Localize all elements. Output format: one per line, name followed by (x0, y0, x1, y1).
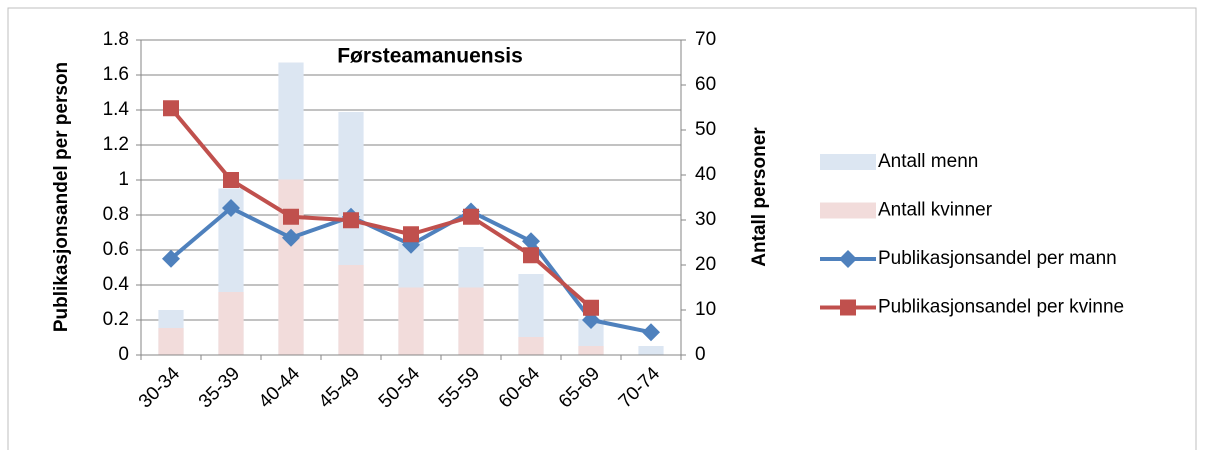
bar (458, 287, 484, 355)
x-tick-label: 70-74 (615, 363, 665, 413)
legend-label: Publikasjonsandel per mann (878, 248, 1117, 269)
y-tick-label: 1 (118, 169, 129, 190)
line-marker (282, 228, 300, 247)
line-marker (403, 226, 419, 243)
x-tick-label: 60-64 (495, 363, 545, 413)
line-marker (223, 172, 239, 188)
line-marker (163, 100, 179, 117)
y2-tick-label: 60 (695, 74, 716, 95)
legend-marker (839, 250, 857, 268)
line-marker (583, 299, 599, 316)
y2-tick-label: 50 (695, 119, 716, 140)
legend-marker (840, 299, 856, 316)
chart-frame (7, 7, 1197, 450)
y-axis-label: Publikasjonsandel per person (51, 62, 72, 332)
y-tick-label: 1.4 (103, 99, 130, 120)
bar (578, 346, 604, 355)
bar (398, 287, 424, 355)
line-marker (642, 323, 660, 342)
y-tick-label: 1.6 (103, 64, 129, 85)
x-tick-label: 45-49 (315, 363, 364, 412)
y-tick-label: 0.2 (103, 309, 129, 330)
y-tick-label: 0.6 (103, 239, 129, 260)
bar (338, 265, 364, 355)
y-tick-label: 0.4 (103, 274, 130, 295)
y2-tick-label: 30 (695, 209, 716, 230)
y2-tick-label: 10 (695, 299, 716, 320)
y2-tick-label: 40 (695, 164, 716, 185)
x-tick-label: 40-44 (255, 363, 305, 413)
line-marker (222, 199, 240, 217)
y2-tick-label: 70 (695, 29, 716, 50)
x-tick-label: 50-54 (375, 363, 425, 413)
y2-axis-label: Antall personer (749, 127, 770, 267)
legend-swatch (820, 202, 876, 219)
y2-tick-label: 20 (695, 254, 716, 275)
x-tick-label: 30-34 (135, 363, 185, 413)
y-tick-label: 0.8 (103, 204, 129, 225)
bar (218, 292, 244, 355)
x-tick-label: 35-39 (195, 363, 244, 412)
legend-label: Publikasjonsandel per kvinne (878, 297, 1124, 318)
y-tick-label: 1.2 (103, 134, 129, 155)
line-marker (283, 208, 299, 225)
y2-tick-label: 0 (695, 344, 706, 365)
y-tick-label: 0 (118, 344, 129, 365)
legend-swatch (820, 154, 876, 170)
bar (518, 337, 544, 355)
line-marker (523, 247, 539, 264)
bar (278, 179, 304, 355)
line-marker (343, 212, 359, 229)
bar (158, 328, 184, 355)
line (169, 106, 593, 310)
legend-label: Antall menn (878, 151, 978, 172)
line-marker (463, 208, 479, 225)
chart-title: Førsteamanuensis (337, 45, 523, 68)
legend-label: Antall kvinner (878, 200, 993, 221)
x-tick-label: 65-69 (555, 363, 604, 412)
y-tick-label: 1.8 (103, 29, 129, 50)
line-marker (522, 232, 540, 251)
x-tick-label: 55-59 (435, 363, 484, 412)
bar (638, 346, 664, 355)
line-marker (162, 249, 180, 268)
